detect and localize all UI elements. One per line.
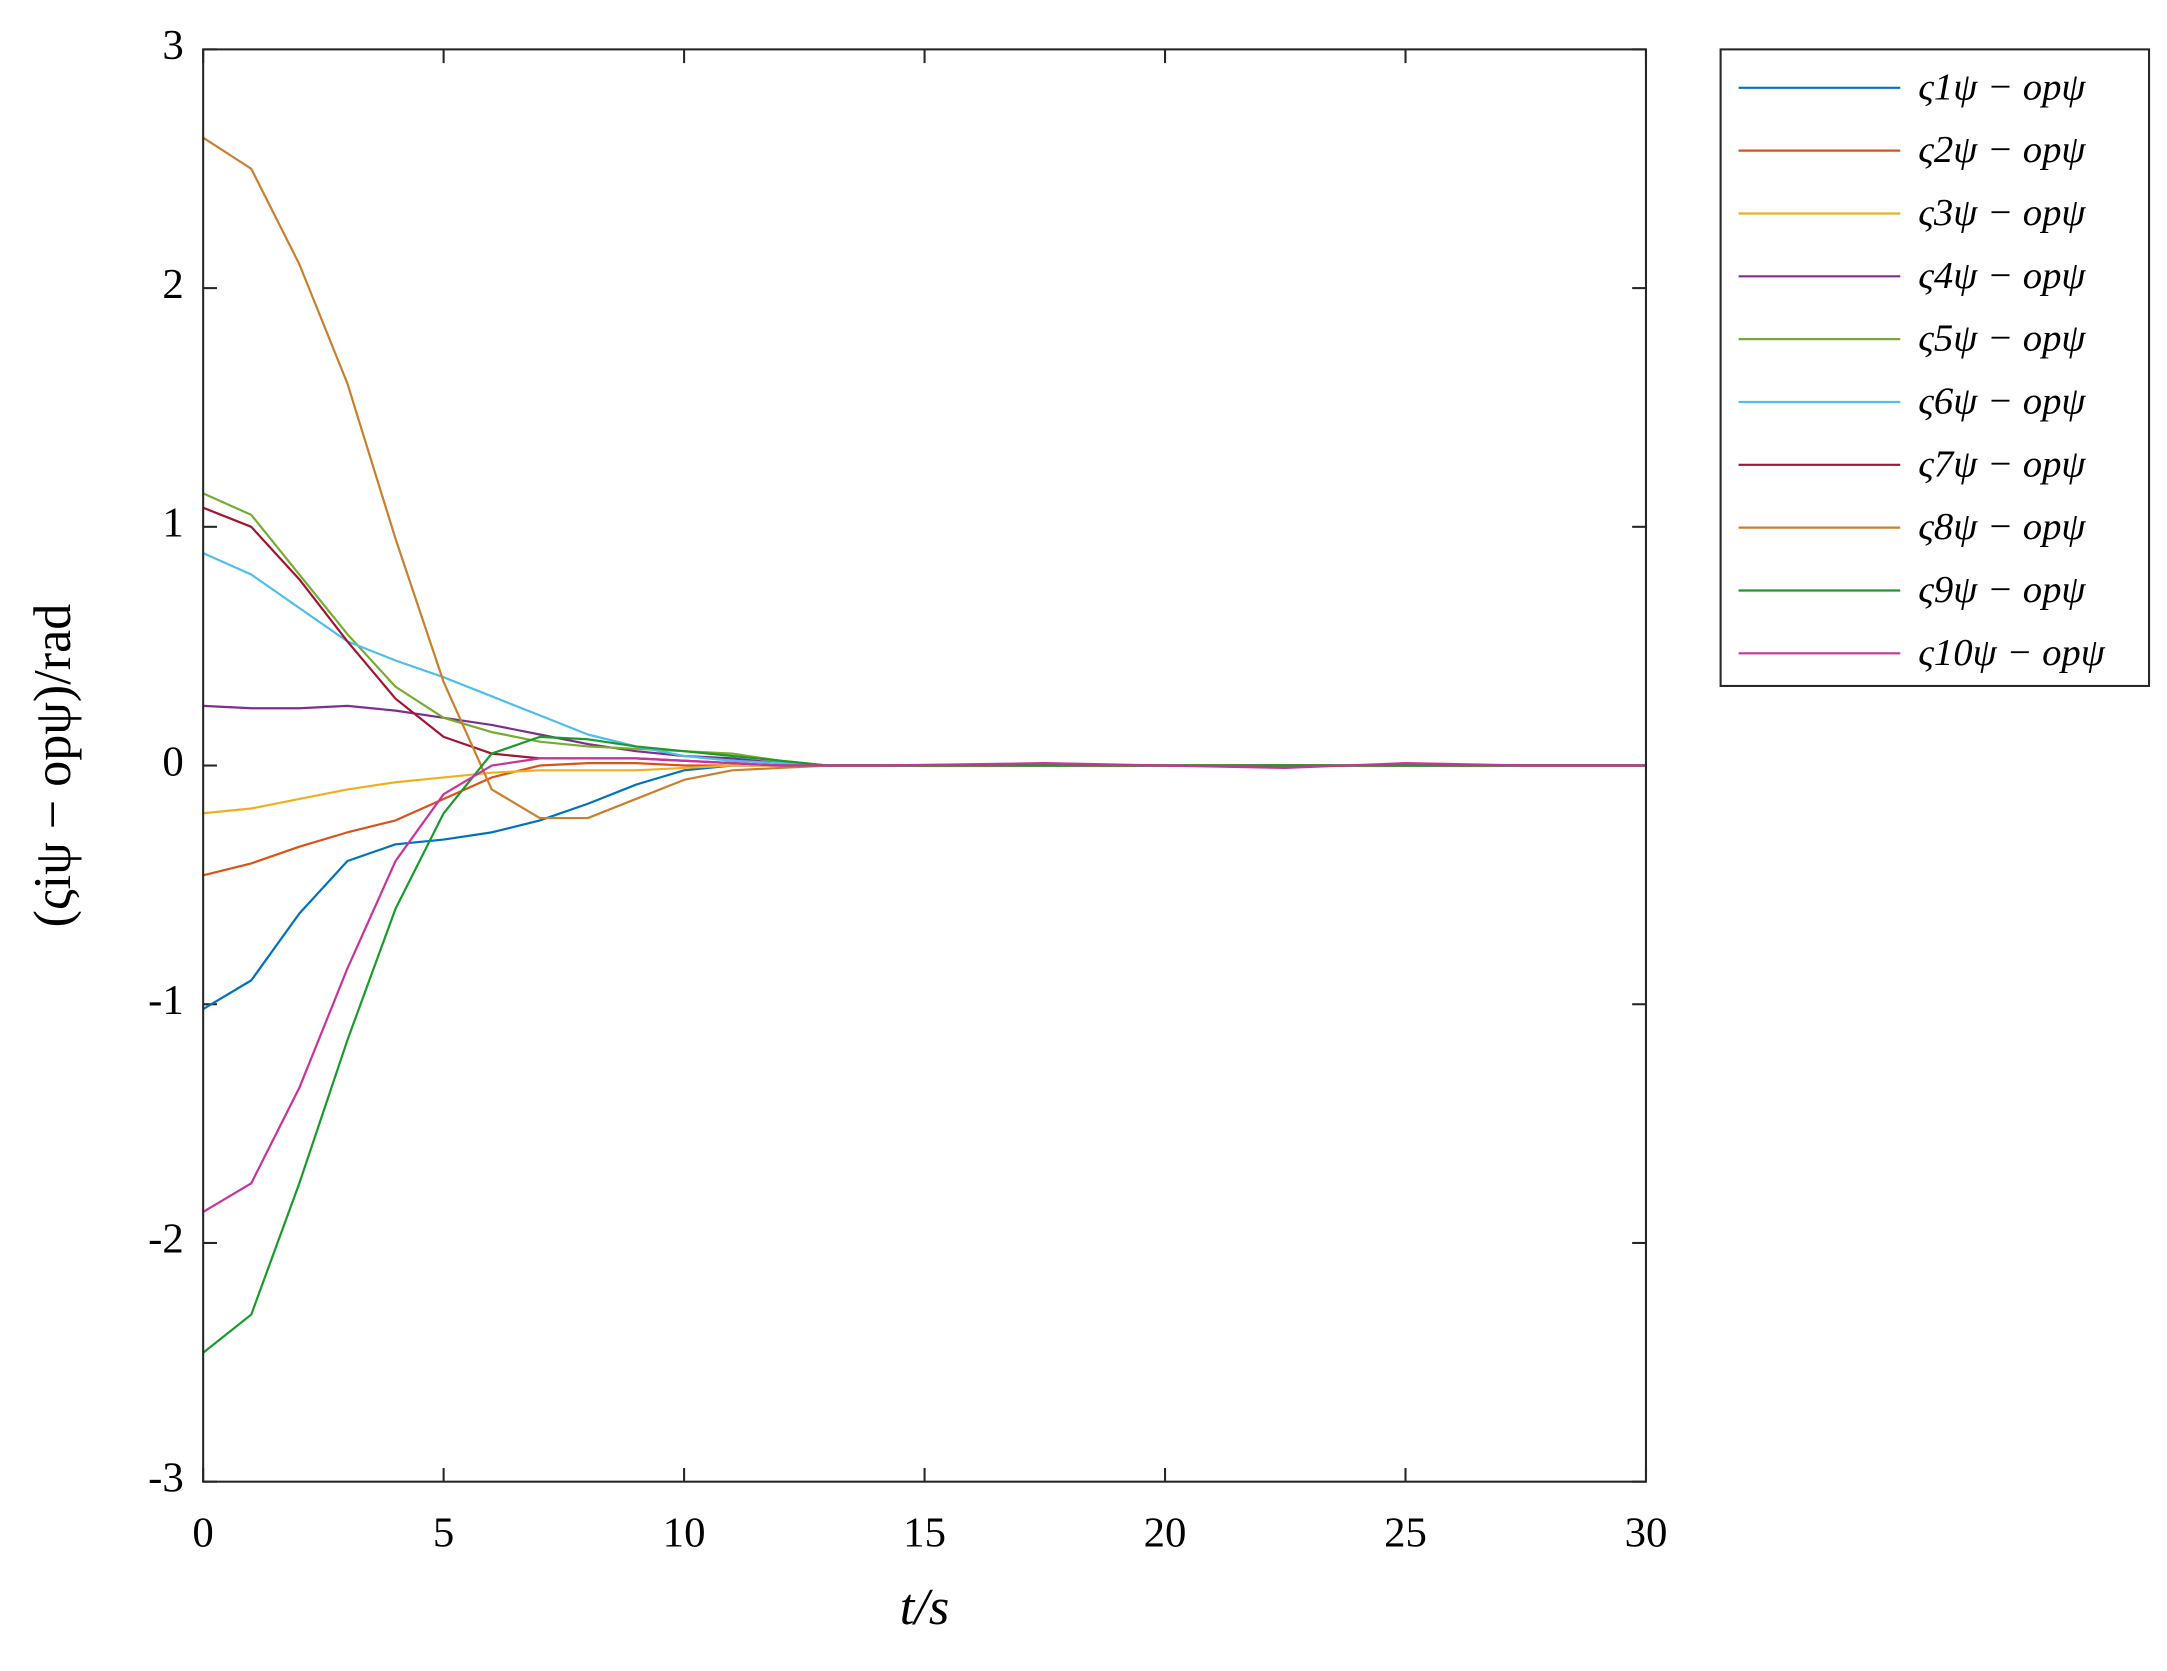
x-tick-label: 0	[192, 1509, 213, 1556]
legend-label: ς5ψ − opψ	[1918, 318, 2086, 360]
legend-label: ς4ψ − opψ	[1918, 255, 2086, 297]
x-tick-label: 30	[1625, 1509, 1668, 1556]
y-axis-label: (ςiψ − opψ)/rad	[24, 604, 82, 928]
legend-label: ς6ψ − opψ	[1918, 381, 2086, 423]
x-tick-label: 15	[903, 1509, 946, 1556]
y-tick-label: 3	[162, 22, 183, 69]
x-axis-label: t/s	[900, 1578, 950, 1636]
legend-box	[1719, 48, 2151, 687]
y-tick-label: -2	[148, 1216, 184, 1263]
legend-label: ς3ψ − opψ	[1918, 192, 2086, 234]
series-line	[202, 757, 1646, 1213]
y-tick-label: 1	[162, 500, 183, 547]
y-tick-label: -1	[148, 977, 184, 1024]
legend-label: ς7ψ − opψ	[1918, 443, 2086, 485]
series-line	[202, 735, 1646, 1354]
y-tick-label: 0	[162, 738, 183, 785]
x-tick-label: 20	[1144, 1509, 1187, 1556]
legend-label: ς10ψ − opψ	[1918, 632, 2106, 674]
axes-box	[202, 48, 1648, 1483]
x-tick-label: 25	[1384, 1509, 1427, 1556]
x-tick-label: 5	[433, 1509, 454, 1556]
legend-label: ς2ψ − opψ	[1918, 129, 2086, 171]
legend-label: ς9ψ − opψ	[1918, 569, 2086, 611]
y-tick-label: -3	[148, 1455, 184, 1502]
y-tick-label: 2	[162, 261, 183, 308]
legend-label: ς8ψ − opψ	[1918, 506, 2086, 548]
legend-label: ς1ψ − opψ	[1918, 66, 2086, 108]
x-tick-label: 10	[663, 1509, 706, 1556]
